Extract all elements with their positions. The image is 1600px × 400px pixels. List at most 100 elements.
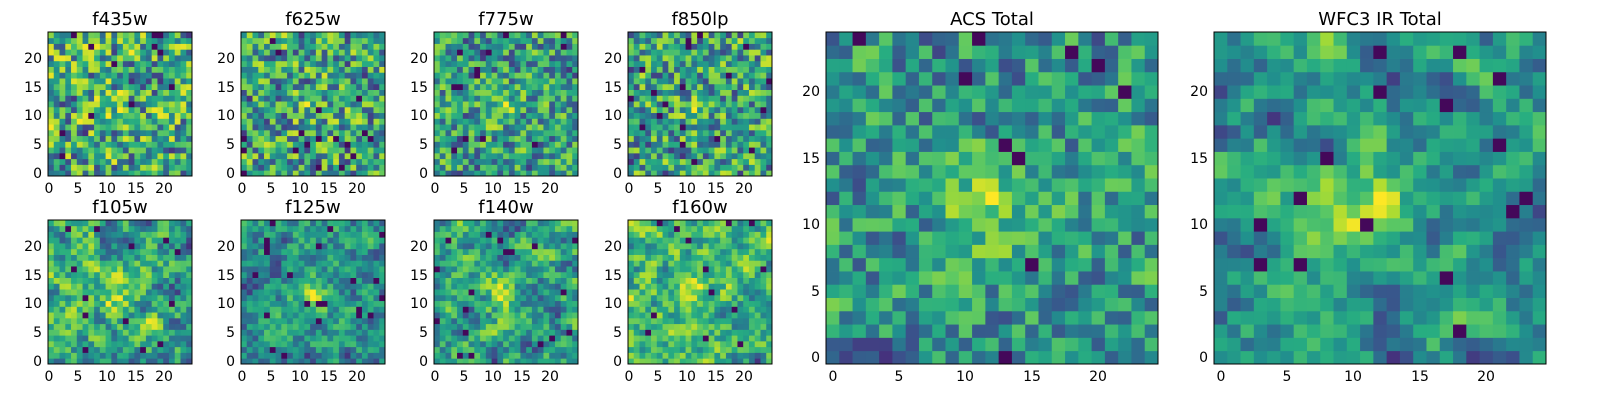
heatmap-cell bbox=[310, 237, 317, 244]
heatmap-cell bbox=[543, 358, 550, 365]
heatmap-cell bbox=[691, 72, 698, 79]
heatmap-cell bbox=[766, 306, 773, 313]
heatmap-cell bbox=[451, 55, 458, 62]
heatmap-cell bbox=[685, 271, 692, 278]
heatmap-cell bbox=[134, 306, 141, 313]
heatmap-cell bbox=[151, 83, 158, 90]
heatmap-cell bbox=[94, 112, 101, 119]
heatmap-cell bbox=[439, 147, 446, 154]
heatmap-cell bbox=[434, 329, 441, 336]
heatmap-cell bbox=[163, 254, 170, 261]
heatmap-cell bbox=[310, 101, 317, 108]
heatmap-cell bbox=[485, 83, 492, 90]
heatmap-cell bbox=[304, 260, 311, 267]
heatmap-cell bbox=[651, 329, 658, 336]
heatmap-cell bbox=[246, 135, 253, 142]
heatmap-cell bbox=[304, 147, 311, 154]
heatmap-cell bbox=[99, 346, 106, 353]
heatmap-cell bbox=[94, 335, 101, 342]
heatmap-cell bbox=[168, 358, 176, 365]
y-tick-label: 10 bbox=[410, 296, 428, 312]
heatmap-cell bbox=[151, 277, 158, 284]
heatmap-cell bbox=[310, 170, 317, 177]
heatmap-cell bbox=[241, 37, 248, 44]
heatmap-cell bbox=[140, 78, 147, 85]
heatmap-cell bbox=[94, 317, 101, 325]
heatmap-cell bbox=[439, 141, 446, 148]
heatmap-cell bbox=[304, 277, 311, 284]
heatmap-cell bbox=[766, 32, 773, 39]
heatmap-cell bbox=[766, 164, 773, 171]
heatmap-cell bbox=[151, 164, 158, 171]
heatmap-cell bbox=[82, 158, 89, 165]
heatmap-cell bbox=[485, 358, 492, 365]
heatmap-cell bbox=[111, 60, 118, 67]
heatmap-cell bbox=[134, 32, 141, 39]
heatmap-cell bbox=[451, 83, 458, 90]
heatmap-cell bbox=[468, 300, 475, 307]
heatmap-cell bbox=[122, 243, 130, 250]
heatmap-cell bbox=[566, 340, 573, 348]
heatmap-cell bbox=[269, 141, 276, 148]
heatmap-cell bbox=[656, 340, 663, 348]
heatmap-cell bbox=[697, 317, 704, 325]
heatmap-cell bbox=[685, 329, 692, 336]
heatmap-cell bbox=[128, 237, 135, 244]
heatmap-cell bbox=[503, 231, 510, 238]
heatmap-cell bbox=[554, 358, 562, 365]
heatmap-cell bbox=[88, 147, 95, 154]
heatmap-cell bbox=[543, 283, 550, 290]
heatmap-cell bbox=[731, 289, 738, 296]
heatmap-cell bbox=[645, 118, 652, 125]
heatmap-cell bbox=[333, 158, 340, 165]
heatmap-cell bbox=[668, 124, 675, 131]
heatmap-cell bbox=[111, 243, 118, 250]
heatmap-cell bbox=[508, 225, 516, 232]
heatmap-cell bbox=[321, 60, 328, 67]
heatmap-cell bbox=[674, 129, 681, 137]
heatmap-cell bbox=[457, 55, 464, 62]
heatmap-cell bbox=[531, 112, 539, 119]
heatmap-cell bbox=[685, 248, 692, 255]
heatmap-cell bbox=[520, 260, 527, 267]
heatmap-cell bbox=[298, 277, 305, 284]
heatmap-cell bbox=[180, 152, 187, 160]
heatmap-cell bbox=[48, 220, 55, 227]
heatmap-cell bbox=[691, 60, 698, 67]
heatmap-cell bbox=[174, 300, 181, 307]
heatmap-cell bbox=[766, 170, 773, 177]
heatmap-cell bbox=[373, 225, 380, 232]
heatmap-cell bbox=[344, 329, 351, 336]
heatmap-cell bbox=[128, 158, 135, 165]
heatmap-cell bbox=[180, 352, 187, 359]
heatmap-cell bbox=[633, 49, 640, 56]
heatmap-cell bbox=[186, 306, 193, 313]
heatmap-cell bbox=[714, 49, 721, 56]
heatmap-cell bbox=[59, 55, 66, 62]
heatmap-cell bbox=[186, 164, 193, 171]
heatmap-cell bbox=[88, 300, 95, 307]
heatmap-cell bbox=[128, 89, 135, 96]
heatmap-cell bbox=[633, 135, 640, 142]
heatmap-cells bbox=[434, 220, 579, 365]
heatmap-cell bbox=[754, 306, 761, 313]
heatmap-cell bbox=[651, 352, 658, 359]
heatmap-cell bbox=[708, 106, 715, 114]
heatmap-cell bbox=[315, 254, 323, 261]
heatmap-cell bbox=[702, 352, 710, 359]
heatmap-cell bbox=[668, 352, 675, 359]
heatmap-cell bbox=[520, 283, 527, 290]
heatmap-cell bbox=[531, 118, 539, 125]
heatmap-cell bbox=[731, 78, 738, 85]
heatmap-cell bbox=[639, 106, 646, 114]
heatmap-cell bbox=[186, 112, 193, 119]
heatmap-cell bbox=[327, 283, 334, 290]
heatmap-cell bbox=[310, 329, 317, 336]
heatmap-cell bbox=[361, 118, 369, 125]
heatmap-cell bbox=[702, 294, 710, 302]
heatmap-cell bbox=[514, 266, 521, 273]
heatmap-cell bbox=[639, 317, 646, 325]
heatmap-cell bbox=[714, 289, 721, 296]
heatmap-cell bbox=[766, 283, 773, 290]
heatmap-cell bbox=[157, 147, 164, 154]
